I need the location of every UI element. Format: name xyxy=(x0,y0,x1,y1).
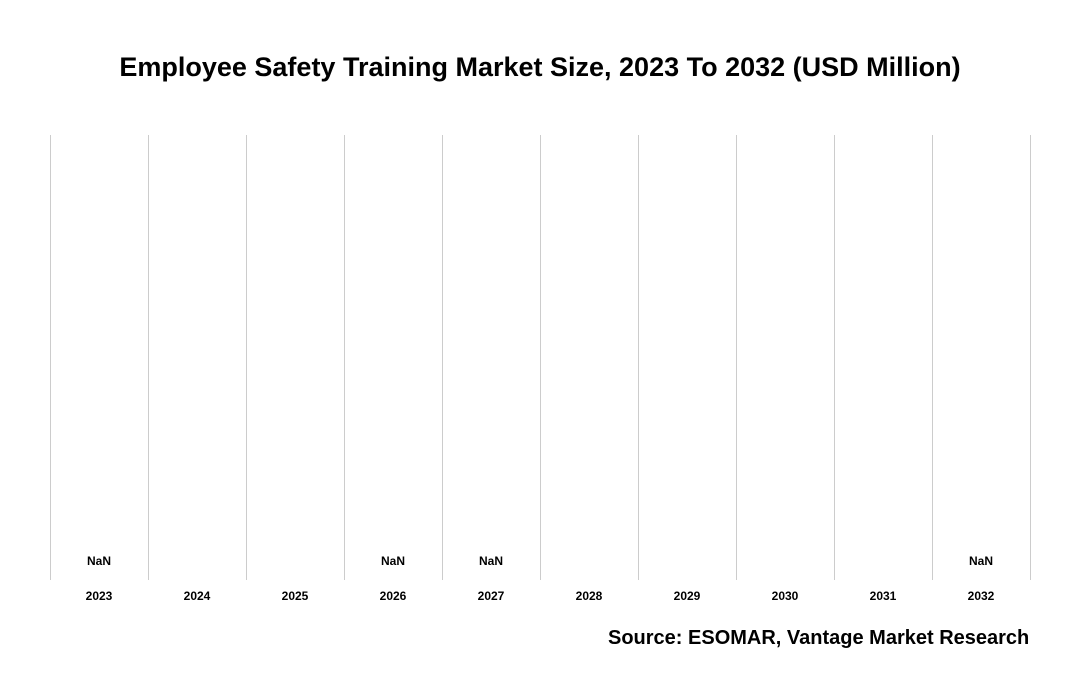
bar-value-label: NaN xyxy=(969,554,993,568)
grid-line xyxy=(344,135,345,580)
grid-line xyxy=(736,135,737,580)
x-axis-label: 2024 xyxy=(184,589,211,603)
grid-line xyxy=(638,135,639,580)
grid-line xyxy=(540,135,541,580)
x-axis-label: 2028 xyxy=(576,589,603,603)
grid-line xyxy=(1030,135,1031,580)
x-axis-label: 2025 xyxy=(282,589,309,603)
plot-area xyxy=(50,135,1030,580)
grid-line xyxy=(442,135,443,580)
bar-value-label: NaN xyxy=(87,554,111,568)
x-axis-label: 2023 xyxy=(86,589,113,603)
grid-line xyxy=(932,135,933,580)
source-attribution: Source: ESOMAR, Vantage Market Research xyxy=(608,627,1029,650)
bar-value-label: NaN xyxy=(381,554,405,568)
chart-container: Employee Safety Training Market Size, 20… xyxy=(0,0,1080,700)
x-axis-label: 2031 xyxy=(870,589,897,603)
chart-title: Employee Safety Training Market Size, 20… xyxy=(0,52,1080,83)
x-axis-label: 2029 xyxy=(674,589,701,603)
grid-line xyxy=(246,135,247,580)
x-axis-label: 2032 xyxy=(968,589,995,603)
x-axis-label: 2026 xyxy=(380,589,407,603)
x-axis-label: 2030 xyxy=(772,589,799,603)
bar-value-label: NaN xyxy=(479,554,503,568)
grid-line xyxy=(50,135,51,580)
x-axis-label: 2027 xyxy=(478,589,505,603)
grid-line xyxy=(148,135,149,580)
grid-line xyxy=(834,135,835,580)
